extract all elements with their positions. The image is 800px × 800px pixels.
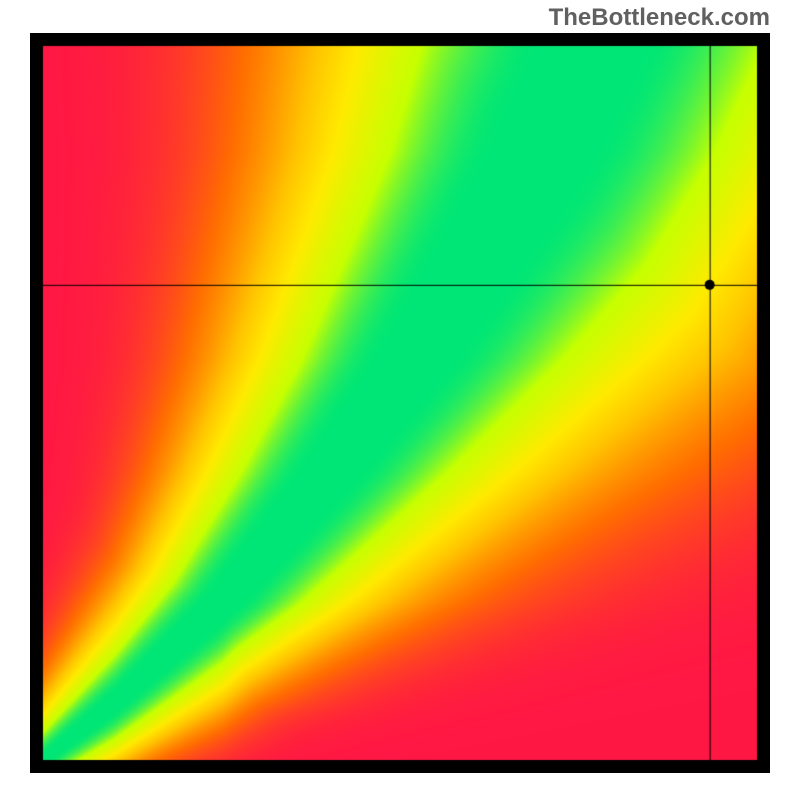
watermark-text: TheBottleneck.com bbox=[549, 4, 770, 32]
heatmap-chart bbox=[30, 33, 770, 773]
heatmap-canvas bbox=[30, 33, 770, 773]
